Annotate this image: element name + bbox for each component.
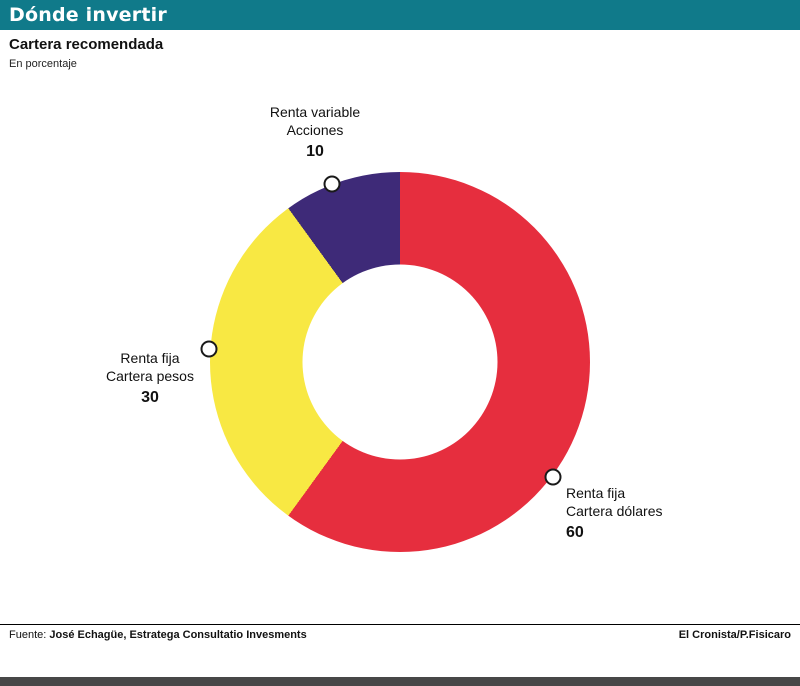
chart-subtitle: En porcentaje [9,58,77,70]
publisher-credit: El Cronista/P.Fisicaro [678,629,791,641]
label-line: Renta fija [120,350,180,366]
label-line: Cartera dólares [566,503,663,520]
donut-hole [302,264,498,460]
slice-value: 60 [566,524,584,542]
label-line: Renta variable [269,104,361,120]
slice-value: 10 [306,143,324,161]
slice-marker [544,468,562,486]
slice-marker [200,340,218,358]
label-line: Cartera pesos [106,368,194,385]
donut-ring [210,172,590,552]
bottom-strip [0,677,800,686]
label-line: Acciones [286,122,344,139]
label-renta-fija-dolares: Renta fija Cartera dólares 60 [566,484,746,544]
source-name: José Echagüe, Estratega Consultatio Inve… [49,629,307,641]
slice-marker [323,175,341,193]
footer: Fuente: José Echagüe, Estratega Consulta… [0,624,800,647]
label-renta-fija-pesos: Renta fija Cartera pesos 30 [70,349,230,409]
page-title: Dónde invertir [9,4,167,26]
slice-value: 30 [141,389,159,407]
header-bar: Dónde invertir [0,0,800,30]
chart-heading: Cartera recomendada En porcentaje [9,36,163,70]
chart-title: Cartera recomendada [9,36,164,53]
source-credit: Fuente: José Echagüe, Estratega Consulta… [9,629,307,641]
label-line: Renta fija [566,485,626,501]
label-renta-variable: Renta variable Acciones 10 [230,103,400,163]
source-prefix: Fuente: [9,629,50,641]
